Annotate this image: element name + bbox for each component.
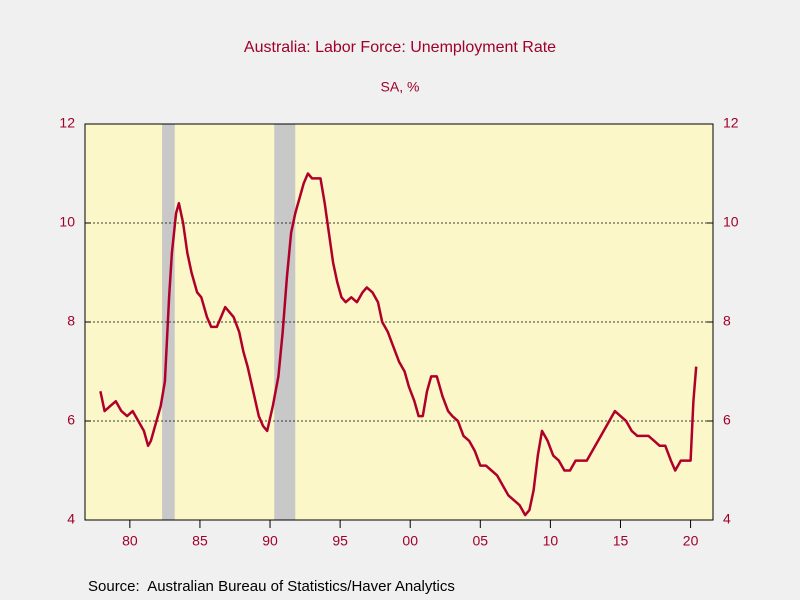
chart-subtitle: SA, % <box>381 79 420 95</box>
y2-tick-label: 8 <box>723 313 731 329</box>
x-tick-label: 90 <box>262 533 278 549</box>
x-tick-label: 05 <box>473 533 489 549</box>
x-tick-label: 80 <box>122 533 138 549</box>
plot-frame <box>84 123 714 521</box>
x-tick-label: 95 <box>332 533 348 549</box>
y-tick-label: 6 <box>67 412 75 428</box>
y-tick-label: 10 <box>59 214 75 230</box>
x-tick-label: 00 <box>402 533 418 549</box>
y-tick-label: 8 <box>67 313 75 329</box>
y-tick-label: 12 <box>59 115 75 131</box>
x-tick-label: 85 <box>192 533 208 549</box>
x-tick-label: 20 <box>683 533 699 549</box>
y-tick-label: 4 <box>67 511 75 527</box>
x-tick-label: 10 <box>543 533 559 549</box>
y2-tick-label: 10 <box>723 214 739 230</box>
x-tick-label: 15 <box>613 533 629 549</box>
y2-tick-label: 12 <box>723 115 739 131</box>
chart-title: Australia: Labor Force: Unemployment Rat… <box>244 39 556 56</box>
y2-tick-label: 4 <box>723 511 731 527</box>
source: Source: Australian Bureau of Statistics/… <box>88 578 455 595</box>
series-line <box>99 172 698 517</box>
y2-tick-label: 6 <box>723 412 731 428</box>
